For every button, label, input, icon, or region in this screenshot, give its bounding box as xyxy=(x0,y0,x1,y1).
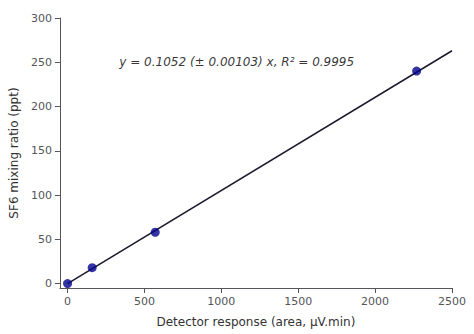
svg-text:y = 0.1052 (± 0.00103) x, R² =: y = 0.1052 (± 0.00103) x, R² = 0.9995 xyxy=(118,55,354,69)
svg-text:1000: 1000 xyxy=(207,295,235,308)
svg-text:200: 200 xyxy=(31,100,52,113)
svg-text:300: 300 xyxy=(31,12,52,25)
svg-text:0: 0 xyxy=(45,277,52,290)
svg-text:Detector response (area, μV.mi: Detector response (area, μV.min) xyxy=(156,315,355,329)
svg-text:SF6 mixing ratio (ppt): SF6 mixing ratio (ppt) xyxy=(7,87,21,218)
svg-text:100: 100 xyxy=(31,189,52,202)
svg-text:2500: 2500 xyxy=(438,295,466,308)
svg-text:250: 250 xyxy=(31,56,52,69)
svg-text:1500: 1500 xyxy=(284,295,312,308)
svg-text:500: 500 xyxy=(134,295,155,308)
svg-text:0: 0 xyxy=(64,295,71,308)
svg-text:2000: 2000 xyxy=(361,295,389,308)
svg-text:150: 150 xyxy=(31,144,52,157)
svg-text:50: 50 xyxy=(38,233,52,246)
